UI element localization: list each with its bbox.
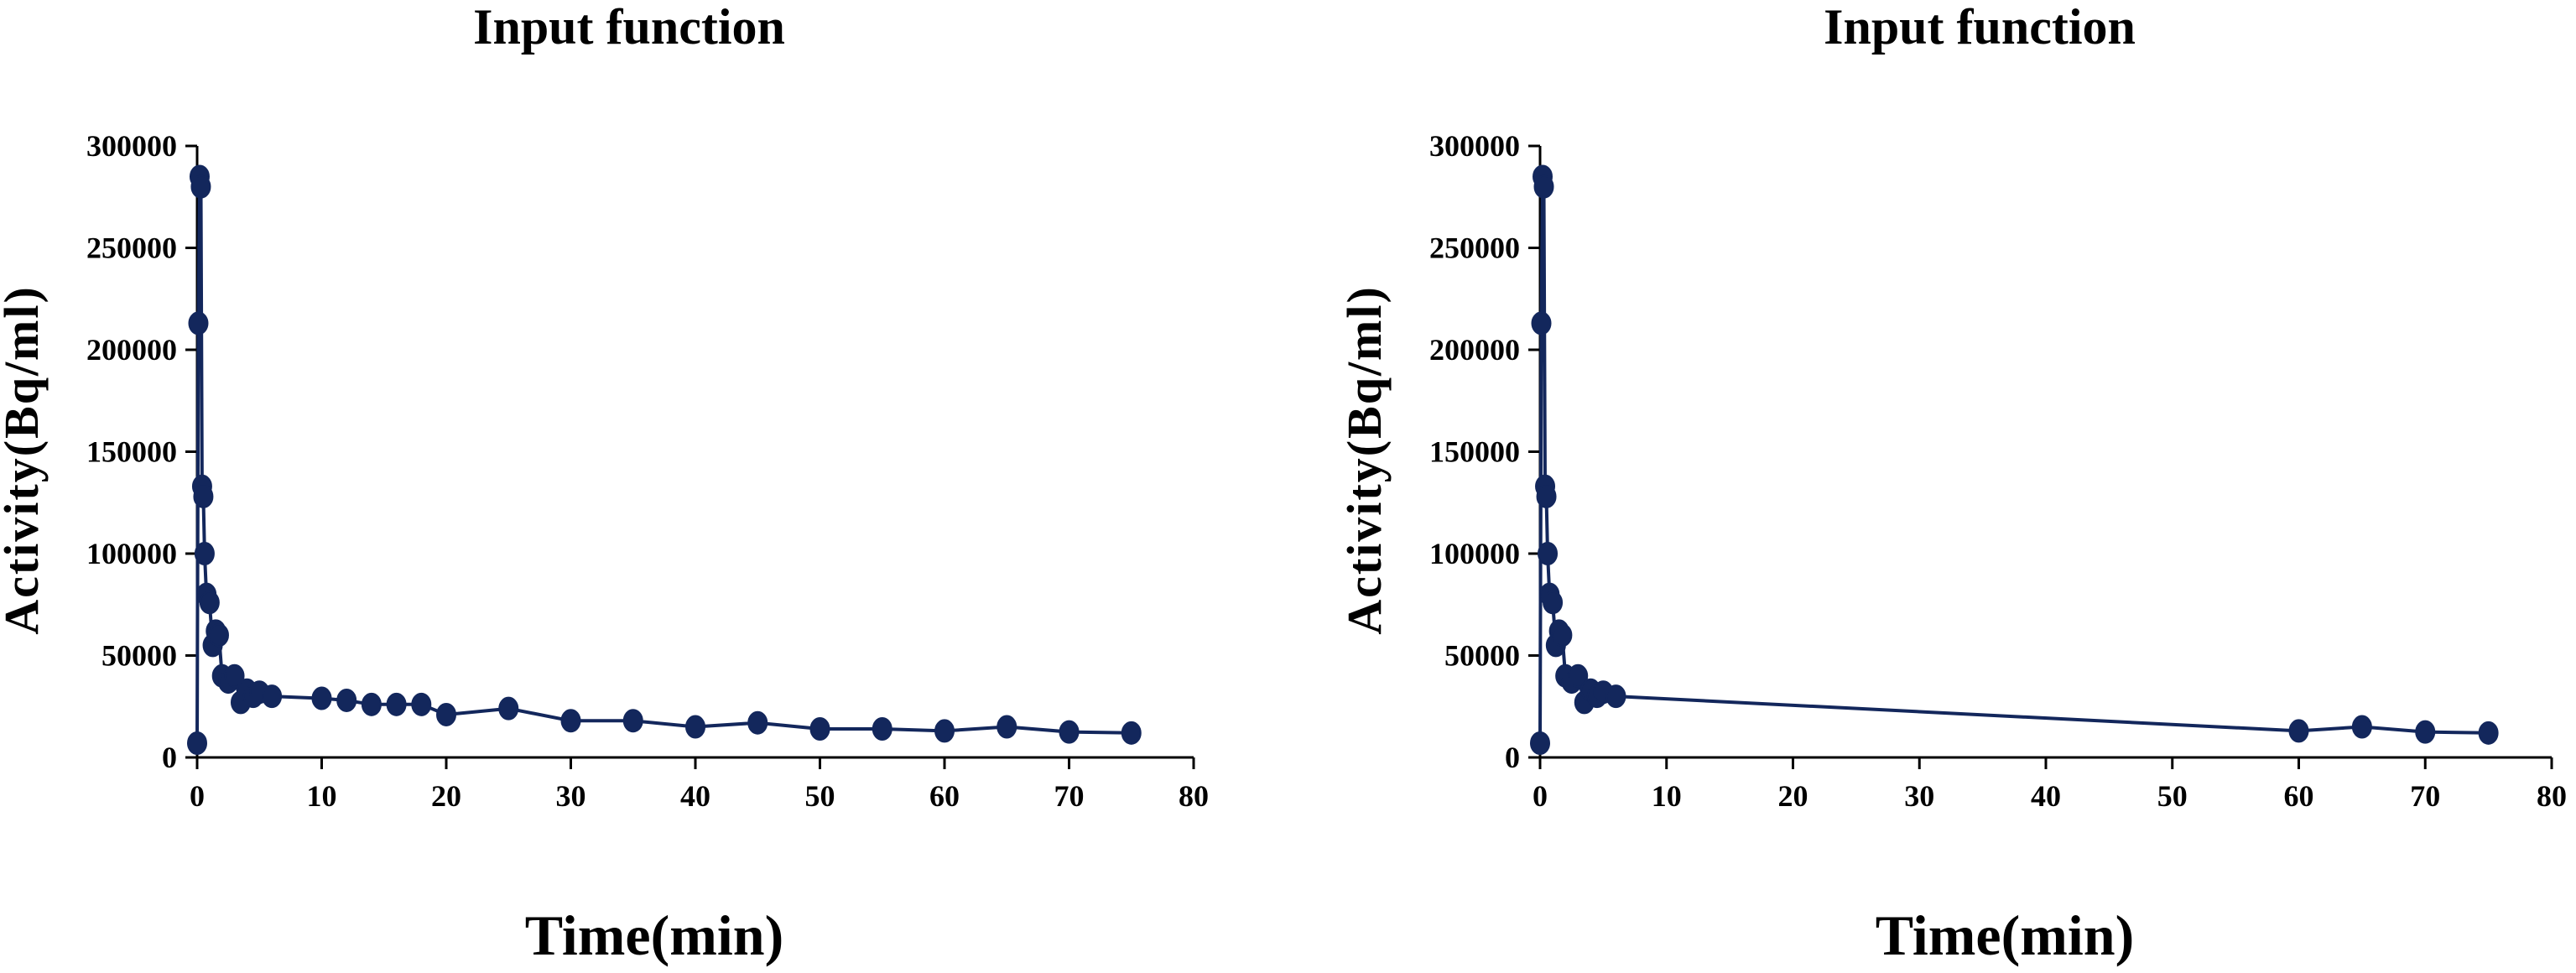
chart2-series-line <box>1538 174 2489 744</box>
chart1-data-point <box>1121 721 1142 745</box>
chart1-data-point <box>411 692 432 716</box>
chart1-data-point <box>436 702 456 726</box>
chart1-x-tick-label: 70 <box>1054 779 1085 813</box>
chart1-x-tick-label: 20 <box>431 779 461 813</box>
chart1-x-tick-label: 40 <box>680 779 710 813</box>
chart2-y-tick-label: 150000 <box>1429 435 1520 469</box>
chart1-y-tick-label: 0 <box>162 741 177 774</box>
chart1-data-point <box>560 709 581 733</box>
chart1-x-tick-label: 30 <box>556 779 586 813</box>
chart1-y-axis-label: Activity(Bq/ml) <box>0 285 49 635</box>
chart2-x-tick-label: 80 <box>2537 779 2567 813</box>
chart1-data-point <box>747 710 768 735</box>
chart1-x-tick-label: 10 <box>307 779 337 813</box>
chart1-y-tick-label: 100000 <box>86 537 177 570</box>
chart1-x-tick-label: 60 <box>929 779 960 813</box>
chart2-data-point <box>1543 591 1564 615</box>
chart1-data-point <box>361 692 382 716</box>
chart1-x-tick-label: 80 <box>1179 779 1209 813</box>
chart2-y-tick-label: 200000 <box>1429 333 1520 367</box>
chart2-y-tick-label: 100000 <box>1429 537 1520 570</box>
chart2-y-axis-label: Activity(Bq/ml) <box>1337 285 1392 635</box>
chart1-data-point <box>208 623 229 648</box>
chart1: Input function 0 10 20 30 40 50 60 70 80 0 50000 100… <box>0 0 1209 967</box>
chart2-x-tick-label: 0 <box>1533 779 1548 813</box>
chart1-data-point <box>872 716 892 741</box>
chart1-x-tick-label: 0 <box>190 779 205 813</box>
chart2-data-point <box>1531 311 1552 336</box>
chart1-y-tick-label: 300000 <box>86 129 177 163</box>
chart1-data-point <box>311 686 332 710</box>
chart1-data-point <box>997 715 1017 739</box>
chart2-x-tick-label: 50 <box>2157 779 2188 813</box>
chart2-x-axis-label: Time(min) <box>1876 903 2135 967</box>
chart2-x-tick-label: 70 <box>2410 779 2440 813</box>
chart2-y-tick-label: 0 <box>1505 741 1520 774</box>
chart1-y-tick-label: 50000 <box>101 639 177 673</box>
chart1-y-tick-label: 250000 <box>86 232 177 265</box>
chart2-data-point <box>1538 542 1559 565</box>
chart1-data-point <box>386 692 407 716</box>
chart1-y-tick-label: 150000 <box>86 435 177 469</box>
chart2-x-tick-label: 60 <box>2284 779 2314 813</box>
chart1-data-point <box>194 542 215 565</box>
chart1-data-point <box>336 688 357 712</box>
chart1-data-point <box>685 715 705 739</box>
chart2: Input function 0 10 20 30 40 50 60 70 80 0 50000 100… <box>1337 0 2567 967</box>
chart2-x-tick-label: 20 <box>1778 779 1808 813</box>
chart1-data-point <box>193 484 214 508</box>
chart2-data-point <box>1530 731 1550 755</box>
chart2-data-point <box>2415 720 2436 744</box>
chart1-data-point <box>262 684 283 709</box>
chart2-x-tick-label: 30 <box>1904 779 1934 813</box>
chart1-data-point <box>199 591 220 615</box>
chart2-y-tick-label: 250000 <box>1429 232 1520 265</box>
chart2-data-point <box>1552 623 1573 648</box>
chart2-y-tick-label: 300000 <box>1429 129 1520 163</box>
chart1-y-tick-label: 200000 <box>86 333 177 367</box>
chart1-title: Input function <box>473 0 785 55</box>
chart1-data-point <box>809 716 830 741</box>
chart1-x-tick-label: 50 <box>805 779 835 813</box>
chart2-data-point <box>2288 719 2309 743</box>
chart2-x-tick-label: 40 <box>2031 779 2061 813</box>
chart1-data-point <box>187 731 207 755</box>
chart1-data-point <box>1059 720 1080 744</box>
chart1-x-axis-label: Time(min) <box>525 903 784 967</box>
chart1-data-point <box>934 719 955 743</box>
chart2-data-point <box>1536 484 1557 508</box>
chart1-data-point <box>224 663 245 688</box>
chart1-data-point <box>622 709 643 733</box>
chart1-data-point <box>188 311 209 336</box>
chart2-title: Input function <box>1824 0 2136 55</box>
chart2-data-point <box>2351 715 2372 739</box>
chart2-data-point <box>1605 684 1626 709</box>
chart2-x-tick-label: 10 <box>1652 779 1682 813</box>
chart2-data-point <box>1533 174 1554 199</box>
chart2-data-point <box>1568 663 1589 688</box>
chart1-series-line <box>195 174 1132 744</box>
chart1-data-point <box>498 696 519 721</box>
chart2-data-point <box>2478 721 2499 745</box>
chart1-data-point <box>190 174 211 199</box>
chart2-y-tick-label: 50000 <box>1444 639 1520 673</box>
